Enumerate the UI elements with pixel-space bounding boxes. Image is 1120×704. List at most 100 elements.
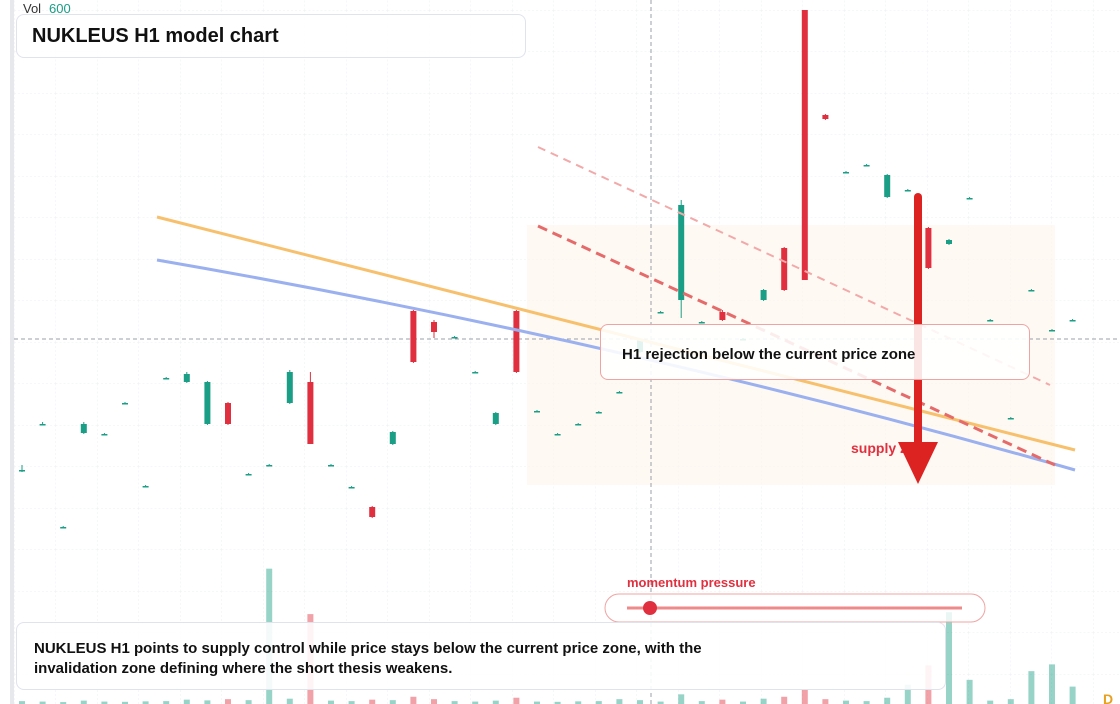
volume-bar bbox=[946, 612, 952, 704]
candle-body bbox=[719, 312, 726, 320]
volume-bar bbox=[884, 697, 891, 704]
volume-bar bbox=[389, 700, 396, 704]
candle-body bbox=[801, 10, 808, 280]
volume-bar bbox=[163, 701, 170, 704]
candle-body bbox=[657, 312, 664, 314]
candle-body bbox=[595, 412, 602, 414]
volume-bar bbox=[534, 701, 540, 704]
volume-bar bbox=[492, 700, 499, 704]
candle-body bbox=[1069, 320, 1076, 322]
candle-body bbox=[389, 432, 396, 444]
momentum-knob bbox=[643, 601, 657, 615]
volume-bar bbox=[348, 701, 355, 704]
candle-body bbox=[781, 248, 788, 290]
candle-body bbox=[80, 424, 87, 433]
candle-body bbox=[1007, 418, 1014, 420]
candle-body bbox=[534, 411, 540, 413]
volume-bar bbox=[204, 700, 211, 704]
note-box: NUKLEUS H1 points to supply control whil… bbox=[16, 622, 946, 690]
candle-body bbox=[966, 198, 973, 200]
volume-bar bbox=[987, 700, 994, 704]
candle-body bbox=[925, 228, 932, 268]
candle-body bbox=[472, 372, 479, 374]
title-box: NUKLEUS H1 model chart bbox=[16, 14, 526, 58]
candle-body bbox=[492, 413, 499, 424]
volume-bar bbox=[410, 696, 417, 704]
candle-body bbox=[19, 470, 25, 472]
volume-bar bbox=[1049, 664, 1055, 704]
title: NUKLEUS H1 model chart bbox=[32, 25, 279, 47]
channel-upper bbox=[537, 146, 1051, 386]
volume-bar bbox=[966, 679, 973, 704]
candle-body bbox=[431, 322, 437, 332]
candle-body bbox=[369, 507, 376, 517]
volume-bar bbox=[637, 700, 643, 704]
volume-bar bbox=[19, 701, 25, 704]
volume-bar bbox=[369, 699, 376, 704]
candle-body bbox=[884, 175, 891, 197]
volume-bar bbox=[142, 701, 149, 704]
volume-bar bbox=[904, 684, 911, 704]
candle-body bbox=[616, 392, 623, 394]
volume-bar bbox=[719, 699, 726, 704]
candle-body bbox=[698, 322, 705, 324]
volume-value: 600 bbox=[49, 1, 71, 16]
volume-bar bbox=[657, 701, 664, 704]
candle-body bbox=[307, 382, 314, 444]
volume-bar bbox=[245, 700, 252, 704]
candle-body bbox=[863, 165, 870, 167]
volume-bar bbox=[575, 701, 582, 704]
candle-body bbox=[60, 527, 67, 529]
volume-bar bbox=[183, 699, 190, 704]
candle-body bbox=[904, 190, 911, 192]
volume-bar bbox=[801, 689, 808, 704]
candle-body bbox=[1028, 290, 1035, 292]
volume-bar bbox=[39, 701, 46, 704]
momentum-label: momentum pressure bbox=[627, 575, 756, 590]
candle-body bbox=[348, 487, 355, 489]
volume-label: Vol bbox=[23, 1, 41, 16]
left-edge bbox=[10, 0, 14, 704]
candle-body bbox=[266, 465, 273, 467]
volume-bar bbox=[1007, 699, 1014, 704]
candle-body bbox=[183, 374, 190, 382]
volume-bar bbox=[451, 701, 458, 704]
candle-body bbox=[225, 403, 231, 424]
note: NUKLEUS H1 points to supply control whil… bbox=[34, 640, 702, 677]
candle-body bbox=[1049, 330, 1055, 332]
volume-bar bbox=[740, 701, 746, 704]
volume-bar bbox=[513, 697, 520, 704]
candle-body bbox=[946, 240, 952, 244]
arrow-head bbox=[898, 442, 938, 484]
candle-body bbox=[987, 320, 994, 322]
rejection-box: H1 rejection below the current price zon… bbox=[600, 324, 1030, 380]
badge: D bbox=[1103, 691, 1113, 704]
volume-bar bbox=[781, 696, 788, 704]
candle-body bbox=[843, 172, 849, 174]
candle-body bbox=[554, 434, 561, 436]
candle-body bbox=[245, 474, 252, 476]
candle-body bbox=[101, 434, 108, 436]
volume-bar bbox=[616, 699, 623, 704]
volume-bar bbox=[843, 700, 849, 704]
volume-bar bbox=[863, 701, 870, 704]
volume-bar bbox=[698, 701, 705, 704]
volume-bar bbox=[822, 699, 829, 704]
candle-body bbox=[328, 465, 334, 467]
volume-bar bbox=[678, 694, 685, 704]
candle-body bbox=[451, 337, 458, 339]
candle-body bbox=[204, 382, 211, 424]
candle-body bbox=[286, 372, 293, 403]
volume-bar bbox=[328, 700, 334, 704]
volume-bar bbox=[595, 701, 602, 704]
volume-bar bbox=[760, 698, 767, 704]
volume-bar bbox=[225, 699, 231, 704]
candle-body bbox=[39, 424, 46, 426]
volume-bar bbox=[286, 698, 293, 704]
candle-body bbox=[163, 378, 170, 380]
candle-body bbox=[822, 115, 829, 119]
candle-body bbox=[575, 424, 582, 426]
candle-body bbox=[122, 403, 128, 405]
candle-body bbox=[410, 311, 417, 362]
